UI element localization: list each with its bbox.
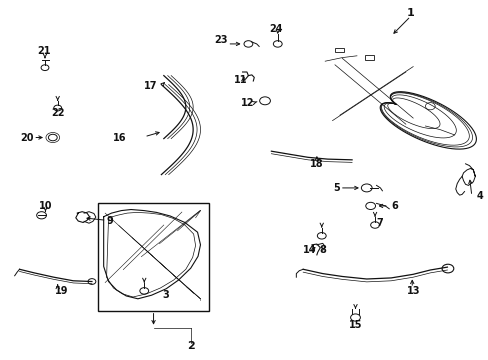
Text: 10: 10 [39, 201, 52, 211]
Bar [365, 55, 373, 60]
Bar [334, 48, 343, 52]
Text: 4: 4 [476, 191, 483, 201]
Text: 17: 17 [144, 81, 158, 91]
Text: 2: 2 [186, 341, 194, 351]
Text: 3: 3 [162, 290, 168, 300]
Text: 1: 1 [406, 8, 414, 18]
Text: 5: 5 [332, 183, 339, 193]
Text: 11: 11 [233, 75, 246, 85]
Text: 8: 8 [319, 245, 325, 255]
Text: 13: 13 [406, 286, 419, 296]
Text: 9: 9 [106, 216, 113, 226]
Text: 21: 21 [37, 46, 51, 56]
Text: 23: 23 [213, 35, 227, 45]
Text: 24: 24 [269, 24, 283, 34]
Text: 18: 18 [309, 159, 323, 169]
Text: 6: 6 [390, 201, 397, 211]
Text: 12: 12 [240, 98, 254, 108]
Text: 20: 20 [20, 132, 33, 143]
Text: 22: 22 [51, 108, 64, 118]
Text: 16: 16 [112, 132, 126, 143]
Text: 19: 19 [55, 286, 69, 296]
Text: 7: 7 [376, 218, 383, 228]
Text: 14: 14 [303, 245, 316, 255]
Text: 15: 15 [348, 320, 362, 330]
Bar [98, 203, 209, 311]
